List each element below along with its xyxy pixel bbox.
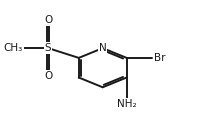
Text: Br: Br (154, 53, 166, 63)
Text: O: O (44, 15, 52, 25)
Text: NH₂: NH₂ (117, 99, 136, 109)
Text: CH₃: CH₃ (3, 43, 23, 53)
Text: S: S (45, 43, 51, 53)
Text: O: O (44, 71, 52, 81)
Text: N: N (99, 43, 107, 53)
